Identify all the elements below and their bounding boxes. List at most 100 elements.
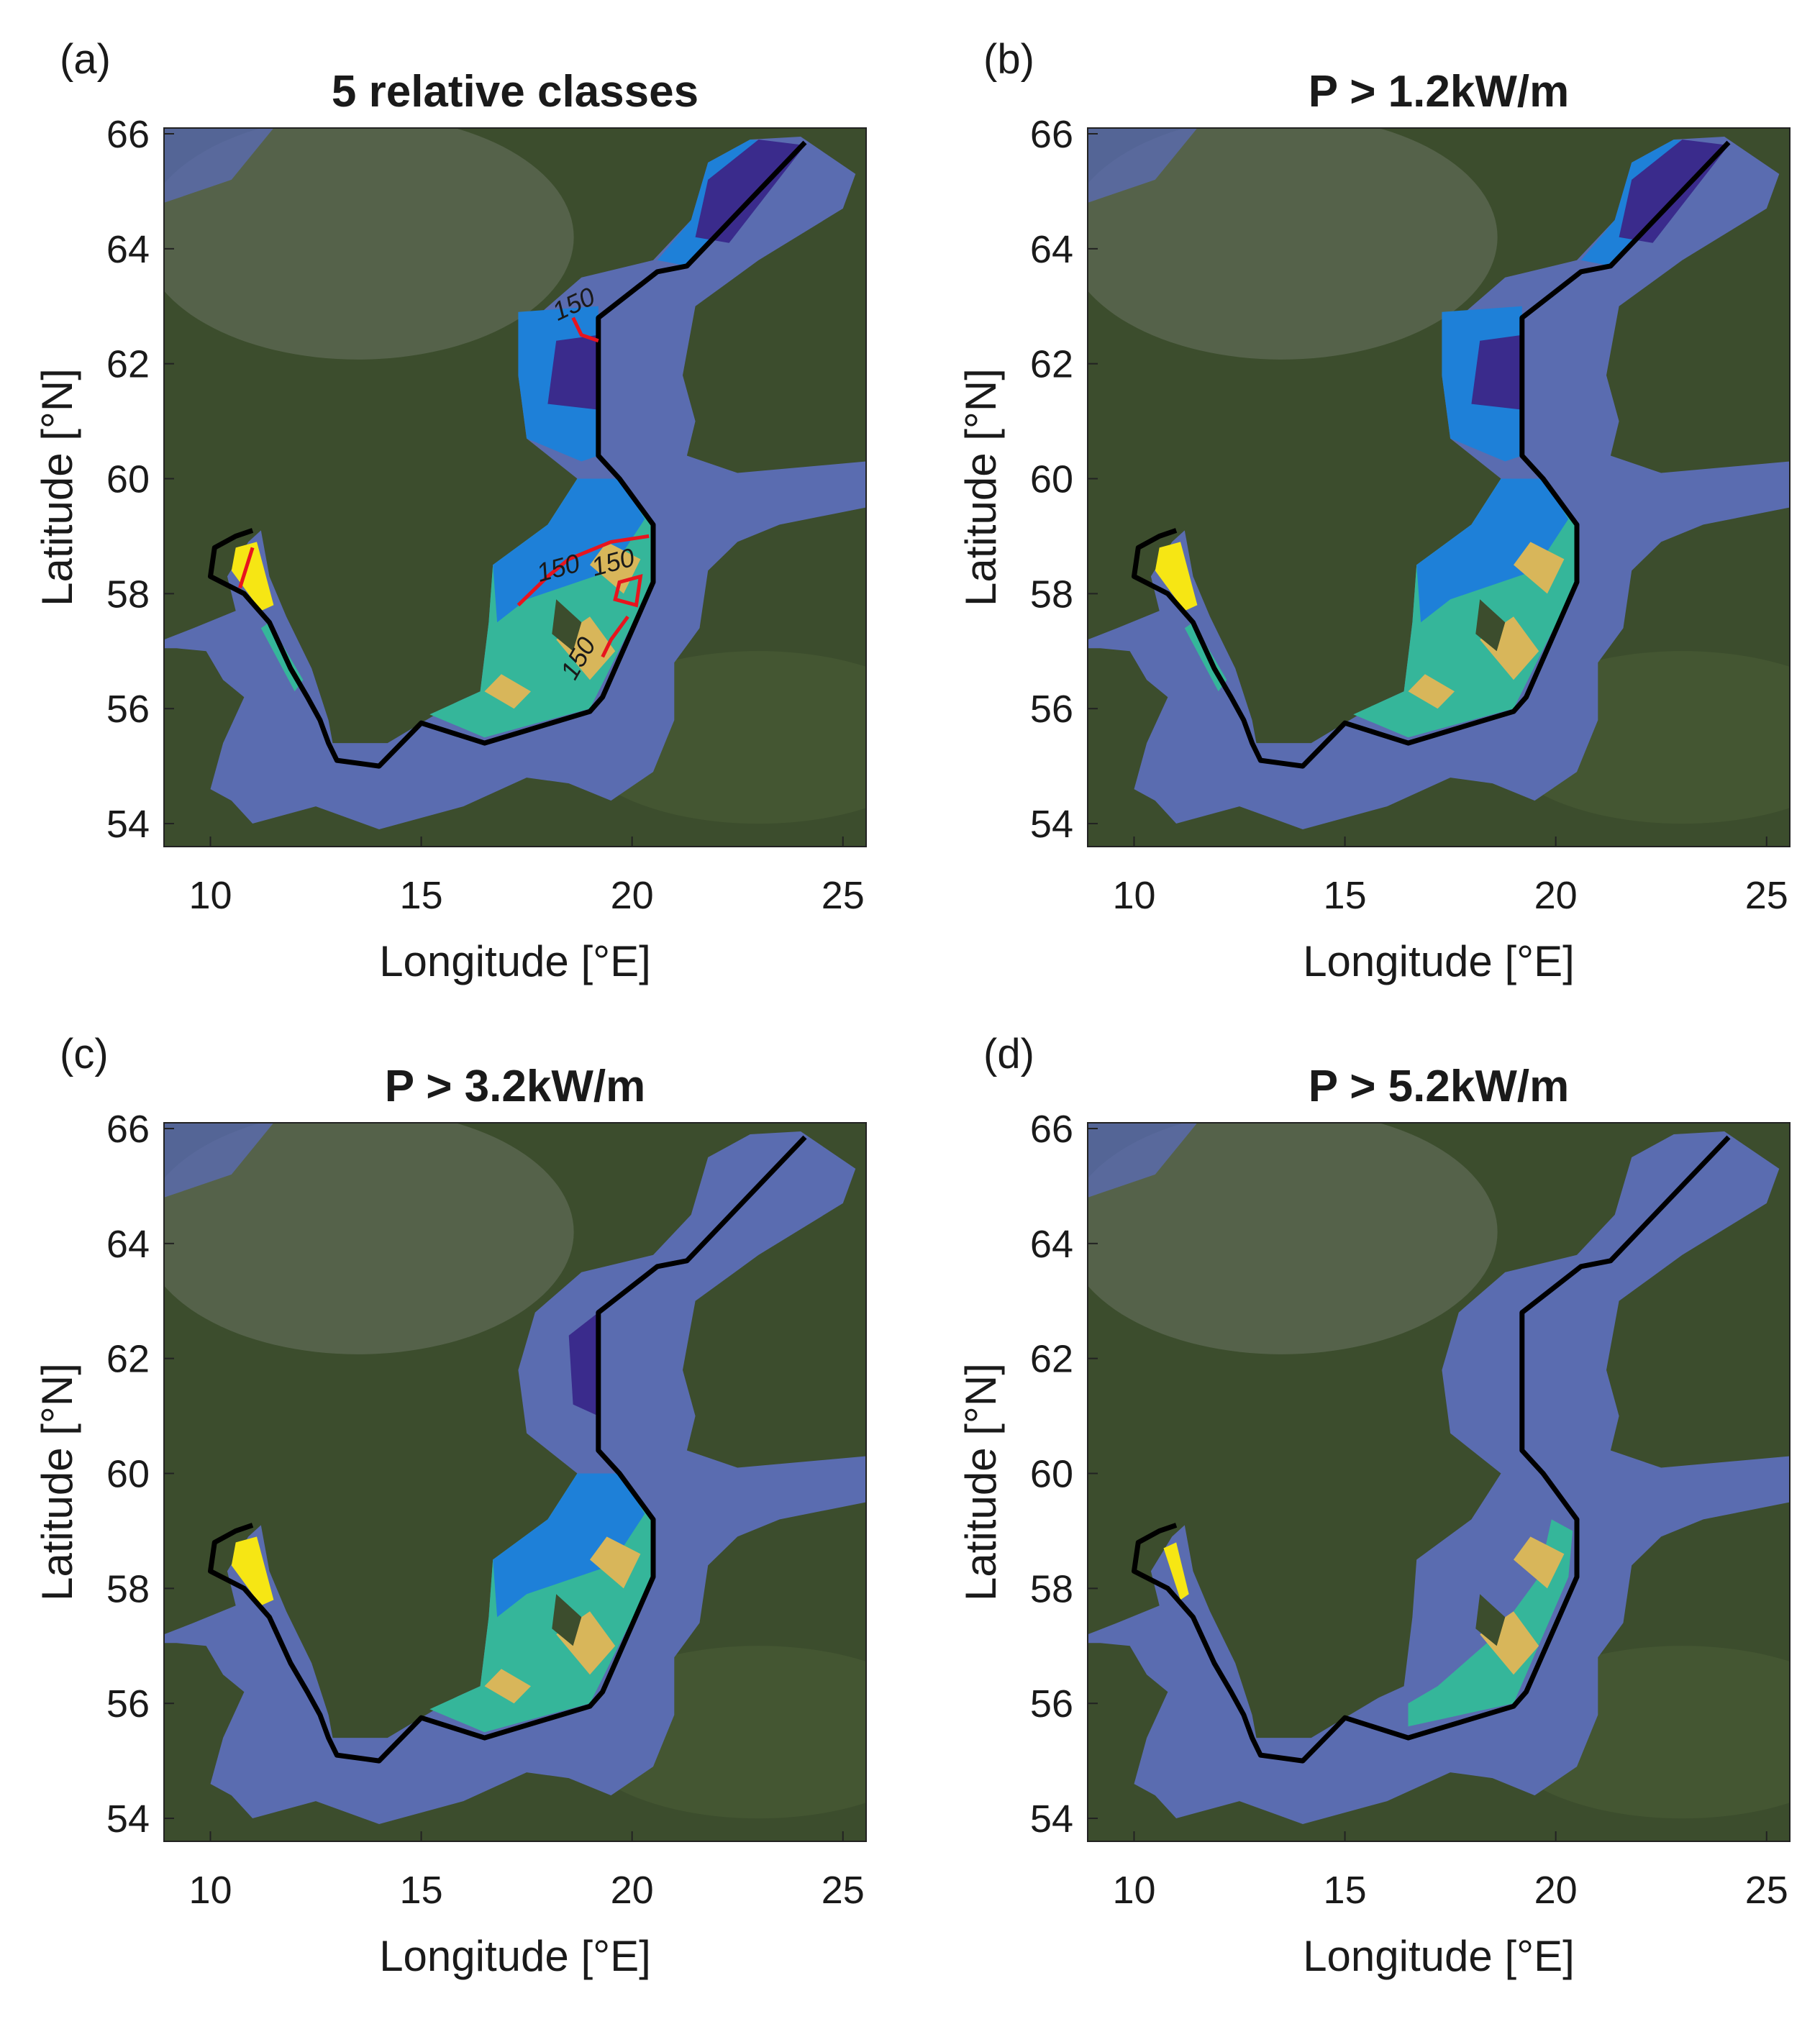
panel-label: (c) bbox=[60, 1031, 109, 1077]
y-tick-label: 64 bbox=[106, 228, 150, 271]
north-sea-corner bbox=[164, 1123, 274, 1198]
y-tick-label: 54 bbox=[106, 1797, 150, 1841]
sea bbox=[164, 137, 866, 829]
y-tick-label: 60 bbox=[1030, 1453, 1073, 1496]
y-tick-label: 58 bbox=[1030, 1567, 1073, 1610]
boundary bbox=[208, 140, 807, 769]
y-tick-label: 60 bbox=[106, 1453, 150, 1496]
class-zone bbox=[590, 1536, 641, 1589]
class-zone bbox=[1408, 674, 1455, 709]
y-tick-label: 58 bbox=[1030, 573, 1073, 616]
y-tick-label: 62 bbox=[106, 1338, 150, 1381]
contour bbox=[613, 573, 643, 608]
class-zone bbox=[1416, 478, 1569, 623]
x-tick-label: 15 bbox=[400, 874, 443, 917]
y-tick-label: 58 bbox=[106, 1567, 150, 1610]
y-axis-label: Latitude [°N] bbox=[957, 1363, 1005, 1601]
sea bbox=[1088, 1131, 1790, 1824]
y-tick-label: 62 bbox=[1030, 343, 1073, 386]
map-panel: 10 15 20 25 54 56 58 60 62 64 66 (c) P > 3.2kW/m Long… bbox=[33, 1031, 867, 1980]
map-panel: 10 15 20 25 54 56 58 60 62 64 66 (b) P > 1.2kW/m Long… bbox=[957, 36, 1791, 985]
class-zone bbox=[484, 1669, 531, 1704]
island bbox=[1475, 1594, 1506, 1646]
boundary bbox=[208, 1135, 807, 1764]
y-tick-label: 66 bbox=[106, 113, 150, 156]
axes-box bbox=[163, 1122, 867, 1842]
x-tick-label: 15 bbox=[400, 1869, 443, 1912]
y-tick-label: 64 bbox=[106, 1223, 150, 1266]
mountains bbox=[164, 128, 574, 360]
class-zone bbox=[1514, 1536, 1565, 1589]
map-area bbox=[164, 1123, 866, 1841]
class-zone bbox=[231, 542, 274, 611]
mountains bbox=[1088, 128, 1498, 360]
x-tick-label: 10 bbox=[188, 1869, 232, 1912]
x-tick-label: 25 bbox=[822, 1869, 865, 1912]
class-zone bbox=[1514, 542, 1565, 594]
x-tick-label: 10 bbox=[188, 874, 232, 917]
y-tick-label: 58 bbox=[106, 573, 150, 616]
contour bbox=[238, 547, 255, 589]
x-tick-label: 15 bbox=[1324, 1869, 1367, 1912]
mountains bbox=[1088, 1123, 1498, 1354]
class-zone bbox=[1163, 1542, 1189, 1600]
y-tick-label: 60 bbox=[1030, 458, 1073, 501]
map-area bbox=[1088, 128, 1790, 847]
contour bbox=[517, 534, 650, 607]
y-tick-label: 56 bbox=[1030, 688, 1073, 731]
map-area bbox=[1088, 1123, 1790, 1841]
y-tick-label: 62 bbox=[106, 343, 150, 386]
y-tick-label: 60 bbox=[106, 458, 150, 501]
x-axis-label: Longitude [°E] bbox=[379, 937, 651, 985]
class-zone bbox=[547, 334, 599, 410]
y-tick-label: 56 bbox=[106, 688, 150, 731]
x-tick-label: 25 bbox=[1745, 874, 1788, 917]
class-zone bbox=[493, 1473, 645, 1618]
x-tick-label: 20 bbox=[611, 874, 654, 917]
y-axis-label: Latitude [°N] bbox=[33, 1363, 81, 1601]
y-tick-label: 54 bbox=[1030, 1797, 1073, 1841]
north-sea-corner bbox=[1088, 1123, 1198, 1198]
class-zone bbox=[484, 674, 531, 709]
y-tick-label: 66 bbox=[1030, 1108, 1073, 1151]
panel-title: P > 5.2kW/m bbox=[1309, 1062, 1569, 1111]
north-sea-corner bbox=[1088, 128, 1198, 203]
island bbox=[552, 599, 582, 652]
x-axis-label: Longitude [°E] bbox=[379, 1932, 651, 1980]
panel-title: P > 1.2kW/m bbox=[1309, 67, 1569, 117]
y-tick-label: 54 bbox=[1030, 803, 1073, 846]
y-tick-label: 62 bbox=[1030, 1338, 1073, 1381]
x-axis-label: Longitude [°E] bbox=[1303, 937, 1575, 985]
axes-box bbox=[1087, 127, 1791, 847]
y-tick-label: 64 bbox=[1030, 228, 1073, 271]
x-tick-label: 20 bbox=[611, 1869, 654, 1912]
boundary bbox=[1132, 1135, 1731, 1764]
x-tick-label: 10 bbox=[1112, 874, 1155, 917]
x-tick-label: 25 bbox=[1745, 1869, 1788, 1912]
y-tick-label: 54 bbox=[106, 803, 150, 846]
contour bbox=[601, 615, 629, 658]
x-tick-label: 20 bbox=[1534, 1869, 1578, 1912]
panel-label: (a) bbox=[60, 36, 111, 83]
class-zone bbox=[1155, 542, 1198, 611]
y-tick-label: 64 bbox=[1030, 1223, 1073, 1266]
class-zone bbox=[568, 1312, 599, 1416]
y-tick-label: 66 bbox=[106, 1108, 150, 1151]
panel-label: (b) bbox=[983, 36, 1034, 83]
panel-label: (d) bbox=[983, 1031, 1034, 1077]
contour bbox=[571, 316, 599, 343]
sea bbox=[164, 1131, 866, 1824]
island bbox=[552, 1594, 582, 1646]
y-axis-label: Latitude [°N] bbox=[957, 368, 1005, 606]
class-zone bbox=[493, 478, 645, 623]
x-tick-label: 10 bbox=[1112, 1869, 1155, 1912]
axes-box bbox=[1087, 1122, 1791, 1842]
class-zone bbox=[1471, 334, 1522, 410]
map-panel: 10 15 20 25 54 56 58 60 62 64 66 (d) P > 5.2kW/m Long… bbox=[957, 1031, 1791, 1980]
x-axis-label: Longitude [°E] bbox=[1303, 1932, 1575, 1980]
x-tick-label: 20 bbox=[1534, 874, 1578, 917]
y-axis-label: Latitude [°N] bbox=[33, 368, 81, 606]
